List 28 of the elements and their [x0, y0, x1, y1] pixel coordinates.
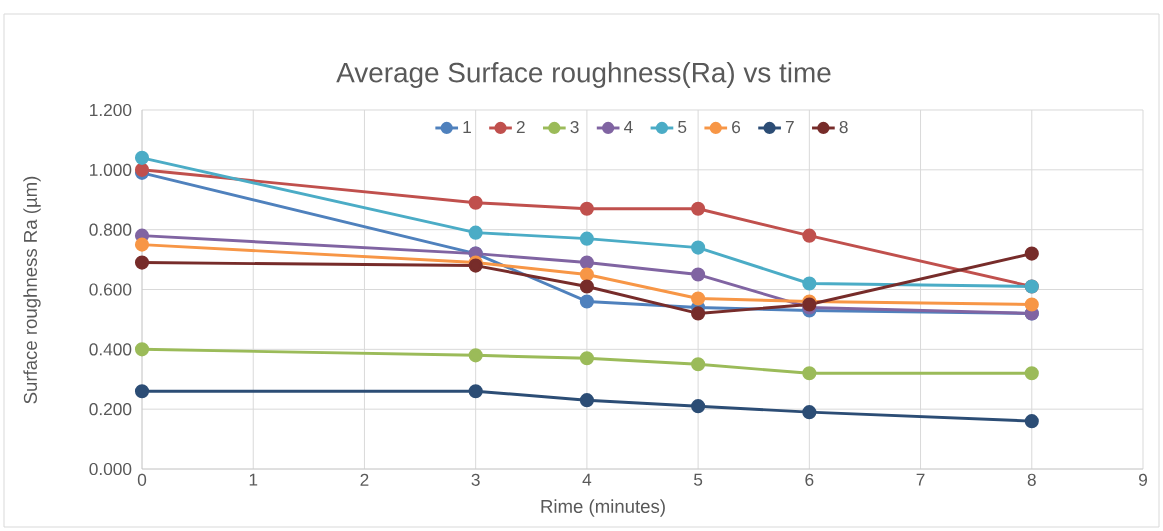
chart-title: Average Surface roughness(Ra) vs time — [336, 62, 831, 88]
x-tick-label: 1 — [249, 473, 258, 486]
y-tick-label: 0.600 — [89, 283, 132, 296]
y-tick-label: 1.000 — [90, 163, 132, 176]
x-tick-label: 9 — [1139, 473, 1147, 486]
x-tick-label: 0 — [137, 473, 147, 486]
legend-label: 4 — [624, 121, 633, 133]
legend-label: 2 — [516, 120, 525, 134]
legend-label: 5 — [678, 121, 687, 134]
legend-label: 1 — [463, 121, 471, 133]
x-tick-label: 4 — [582, 473, 592, 486]
x-tick-label: 2 — [360, 473, 369, 486]
y-tick-label: 0.800 — [89, 223, 132, 236]
y-tick-label: 1.200 — [90, 103, 132, 117]
y-axis-title: Surface roughness Ra (µm) — [23, 176, 41, 404]
x-axis-title: Rime (minutes) — [541, 499, 665, 517]
x-tick-label: 6 — [805, 473, 814, 486]
y-tick-label: 0.000 — [89, 462, 132, 476]
legend-label: 8 — [839, 120, 848, 134]
x-tick-label: 3 — [471, 473, 480, 486]
legend-label: 6 — [732, 120, 741, 134]
y-tick-label: 0.200 — [89, 403, 132, 416]
x-tick-label: 5 — [694, 473, 703, 486]
y-tick-label: 0.400 — [89, 343, 132, 356]
legend-label: 7 — [785, 121, 794, 133]
x-tick-label: 7 — [916, 473, 925, 486]
x-tick-label: 8 — [1027, 473, 1036, 486]
legend-label: 3 — [570, 120, 579, 134]
